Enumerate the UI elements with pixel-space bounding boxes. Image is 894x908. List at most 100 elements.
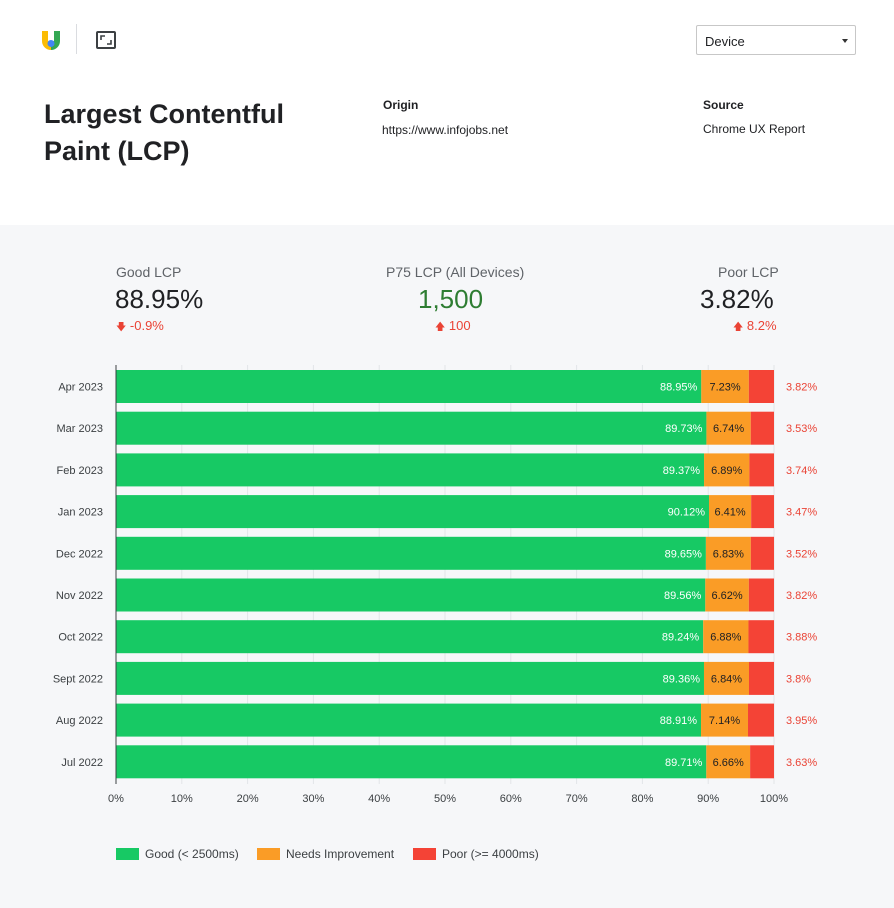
x-tick-label: 70% <box>566 793 588 805</box>
data-label-needs-improvement: 6.74% <box>713 423 744 435</box>
bar-poor[interactable] <box>748 620 774 654</box>
bar-needs-improvement[interactable] <box>704 453 750 487</box>
x-tick-label: 20% <box>237 793 259 805</box>
x-tick-label: 100% <box>760 793 788 805</box>
bar-good[interactable] <box>116 661 704 695</box>
kpi-poor-delta: 🡅 8.2% <box>733 318 777 333</box>
kpi-poor-label: Poor LCP <box>718 264 779 280</box>
bar-poor[interactable] <box>748 703 774 737</box>
bar-good[interactable] <box>116 411 707 445</box>
y-category-label: Dec 2022 <box>56 548 103 560</box>
bar-poor[interactable] <box>750 745 774 779</box>
data-label-needs-improvement: 6.84% <box>711 673 742 685</box>
data-label-needs-improvement: 6.83% <box>713 548 744 560</box>
bar-poor[interactable] <box>749 453 774 487</box>
arrow-up-icon: 🡅 <box>733 322 744 333</box>
data-label-good: 88.95% <box>660 382 698 394</box>
data-label-poor: 3.8% <box>786 673 811 685</box>
x-tick-label: 40% <box>368 793 390 805</box>
y-category-label: Sept 2022 <box>53 673 103 685</box>
x-tick-label: 80% <box>631 793 653 805</box>
kpi-good-delta: 🡇 -0.9% <box>116 318 164 333</box>
bar-good[interactable] <box>116 578 706 612</box>
data-label-poor: 3.95% <box>786 715 817 727</box>
bar-needs-improvement[interactable] <box>703 661 749 695</box>
data-label-poor: 3.74% <box>786 465 817 477</box>
toolbar-divider <box>76 24 77 54</box>
device-select-value: Device <box>705 34 745 49</box>
origin-value: https://www.infojobs.net <box>382 123 509 137</box>
y-category-label: Jan 2023 <box>58 507 103 519</box>
bar-poor[interactable] <box>748 578 774 612</box>
x-tick-label: 0% <box>108 793 124 805</box>
y-category-label: Aug 2022 <box>56 715 103 727</box>
kpi-p75-label: P75 LCP (All Devices) <box>386 264 525 280</box>
bar-good[interactable] <box>116 620 704 654</box>
lcp-stacked-bar-chart: 0% 10% 20% 30% 40% 50% 60% 70% 80% 90% 100% Apr 202… <box>53 365 817 805</box>
x-tick-label: 90% <box>697 793 719 805</box>
source-label: Source <box>703 98 744 112</box>
data-label-good: 89.71% <box>665 757 703 769</box>
device-select[interactable]: Device <box>696 25 856 55</box>
bar-needs-improvement[interactable] <box>705 536 751 570</box>
data-label-good: 89.65% <box>665 548 703 560</box>
data-label-needs-improvement: 6.41% <box>714 507 745 519</box>
data-label-good: 90.12% <box>668 507 706 519</box>
y-category-label: Mar 2023 <box>57 423 103 435</box>
bar-good[interactable] <box>116 703 702 737</box>
kpi-poor-value: 3.82% <box>700 284 774 314</box>
data-label-needs-improvement: 6.62% <box>711 590 742 602</box>
kpi-p75-delta: 🡅 100 <box>435 318 471 333</box>
data-label-needs-improvement: 6.88% <box>710 632 741 644</box>
bar-needs-improvement[interactable] <box>708 495 752 529</box>
bar-poor[interactable] <box>748 370 774 403</box>
legend-swatch-poor <box>413 848 436 860</box>
kpi-p75-value: 1,500 <box>418 284 484 314</box>
data-label-poor: 3.82% <box>786 382 817 394</box>
data-label-needs-improvement: 6.89% <box>711 465 742 477</box>
data-label-good: 89.36% <box>663 673 701 685</box>
data-label-poor: 3.63% <box>786 757 817 769</box>
data-label-poor: 3.52% <box>786 548 817 560</box>
x-tick-label: 50% <box>434 793 456 805</box>
legend-label-good: Good (< 2500ms) <box>145 847 239 861</box>
legend-swatch-needs-improvement <box>257 848 280 860</box>
top-bar: Device <box>0 0 894 80</box>
bar-poor[interactable] <box>750 536 774 570</box>
arrow-up-icon: 🡅 <box>435 322 446 333</box>
app-logo-icon[interactable] <box>40 29 62 51</box>
chevron-down-icon <box>842 39 848 43</box>
y-category-label: Oct 2022 <box>58 632 103 644</box>
legend-label-needs-improvement: Needs Improvement <box>286 847 395 861</box>
y-category-label: Feb 2023 <box>57 465 103 477</box>
x-tick-label: 10% <box>171 793 193 805</box>
origin-label: Origin <box>383 98 419 112</box>
bar-needs-improvement[interactable] <box>701 370 749 403</box>
legend-label-poor: Poor (>= 4000ms) <box>442 847 539 861</box>
fullscreen-icon[interactable] <box>96 31 116 49</box>
bar-needs-improvement[interactable] <box>705 578 749 612</box>
x-tick-label: 30% <box>302 793 324 805</box>
bar-poor[interactable] <box>748 661 774 695</box>
bar-needs-improvement[interactable] <box>701 703 749 737</box>
data-label-poor: 3.82% <box>786 590 817 602</box>
bar-needs-improvement[interactable] <box>706 411 751 445</box>
arrow-down-icon: 🡇 <box>116 322 127 333</box>
data-label-good: 89.37% <box>663 465 701 477</box>
page-title: Largest Contentful Paint (LCP) <box>44 99 284 166</box>
bar-good[interactable] <box>116 370 702 403</box>
y-category-label: Apr 2023 <box>58 382 103 394</box>
bar-needs-improvement[interactable] <box>706 745 751 779</box>
bar-poor[interactable] <box>751 495 774 529</box>
data-label-needs-improvement: 6.66% <box>713 757 744 769</box>
data-label-good: 88.91% <box>660 715 698 727</box>
bar-needs-improvement[interactable] <box>703 620 749 654</box>
data-label-good: 89.73% <box>665 423 703 435</box>
bar-good[interactable] <box>116 453 705 487</box>
y-category-label: Nov 2022 <box>56 590 103 602</box>
kpi-good-label: Good LCP <box>116 264 182 280</box>
bar-good[interactable] <box>116 495 709 529</box>
bar-good[interactable] <box>116 745 707 779</box>
bar-poor[interactable] <box>750 411 774 445</box>
bar-good[interactable] <box>116 536 706 570</box>
